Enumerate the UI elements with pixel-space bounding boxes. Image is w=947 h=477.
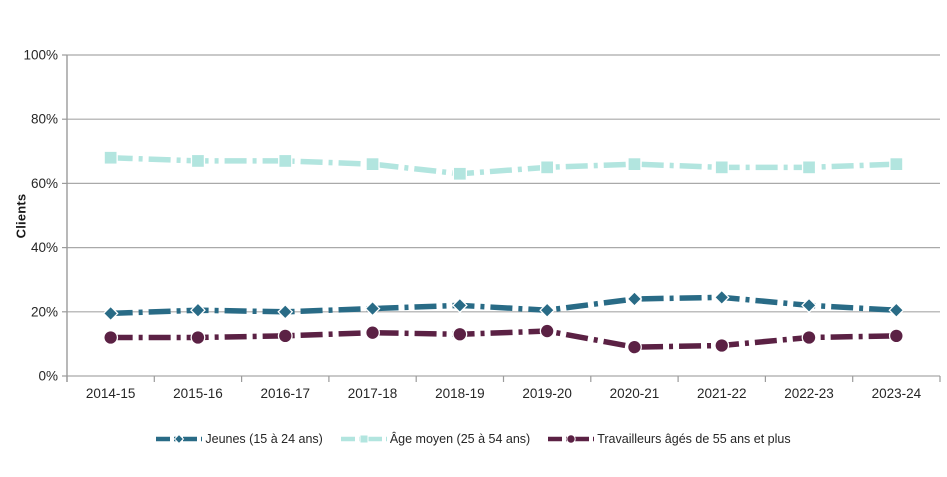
legend-label: Âge moyen (25 à 54 ans)	[389, 432, 531, 446]
marker-diamond	[888, 302, 905, 319]
y-tick-label: 100%	[23, 48, 58, 63]
legend-label: Jeunes (15 à 24 ans)	[205, 432, 323, 446]
x-tick-label: 2014-15	[86, 386, 136, 401]
diamond-marker-icon	[174, 433, 185, 445]
marker-square	[889, 156, 904, 172]
y-tick-label: 60%	[31, 176, 58, 191]
marker-circle	[277, 328, 293, 344]
marker-circle	[539, 323, 555, 339]
marker-circle	[888, 328, 904, 344]
marker-diamond	[713, 289, 730, 306]
y-tick-label: 40%	[31, 240, 58, 255]
legend-label: Travailleurs âgés de 55 ans et plus	[597, 432, 791, 446]
y-tick-label: 80%	[31, 112, 58, 127]
marker-square	[801, 160, 817, 175]
legend-item: Âge moyen (25 à 54 ans)	[340, 432, 531, 446]
marker-circle	[190, 330, 206, 345]
marker-square	[714, 160, 729, 175]
marker-diamond	[102, 305, 119, 322]
marker-circle	[714, 338, 730, 353]
marker-circle	[365, 325, 381, 341]
legend: Jeunes (15 à 24 ans) Âge moyen (25 à 54 a…	[0, 432, 947, 446]
marker-square	[103, 150, 118, 165]
marker-diamond	[801, 297, 817, 314]
y-axis-title: Clients	[13, 193, 29, 239]
x-tick-label: 2016-17	[260, 386, 310, 401]
x-tick-label: 2022-23	[784, 386, 834, 401]
marker-circle	[452, 326, 468, 342]
marker-square	[540, 160, 555, 175]
circle-marker-icon	[566, 434, 576, 444]
marker-diamond	[451, 297, 468, 314]
y-tick-label: 20%	[31, 304, 58, 319]
marker-square	[190, 153, 206, 169]
x-tick-label: 2019-20	[522, 386, 572, 401]
marker-square	[278, 153, 293, 169]
marker-square	[627, 156, 642, 172]
series-line-square	[110, 154, 897, 177]
x-tick-label: 2021-22	[697, 386, 747, 401]
marker-square	[452, 166, 468, 181]
marker-circle	[627, 339, 642, 355]
plot-area: 0% 20% 40% 60% 80% 100% 2014-15 2015-16 2016-17 2…	[23, 48, 941, 401]
legend-item: Travailleurs âgés de 55 ans et plus	[548, 432, 791, 446]
marker-diamond	[277, 303, 294, 320]
marker-diamond	[364, 300, 381, 317]
y-tick-label: 0%	[38, 369, 58, 384]
series-line-diamond	[110, 294, 897, 317]
marker-circle	[103, 330, 119, 345]
x-tick-label: 2023-24	[872, 386, 922, 401]
x-tick-label: 2017-18	[348, 386, 398, 401]
marker-square	[365, 156, 380, 172]
legend-swatch-square	[340, 434, 387, 444]
marker-diamond	[539, 302, 556, 319]
marker-circle	[801, 330, 817, 345]
legend-swatch-diamond	[156, 433, 203, 445]
square-marker-icon	[359, 434, 369, 444]
legend-swatch-circle	[548, 434, 595, 444]
x-tick-label: 2015-16	[173, 386, 223, 401]
marker-diamond	[190, 302, 206, 319]
legend-item: Jeunes (15 à 24 ans)	[156, 432, 323, 446]
x-tick-label: 2020-21	[610, 386, 660, 401]
series-line-circle	[110, 328, 897, 350]
marker-diamond	[626, 291, 643, 307]
x-tick-label: 2018-19	[435, 386, 485, 401]
